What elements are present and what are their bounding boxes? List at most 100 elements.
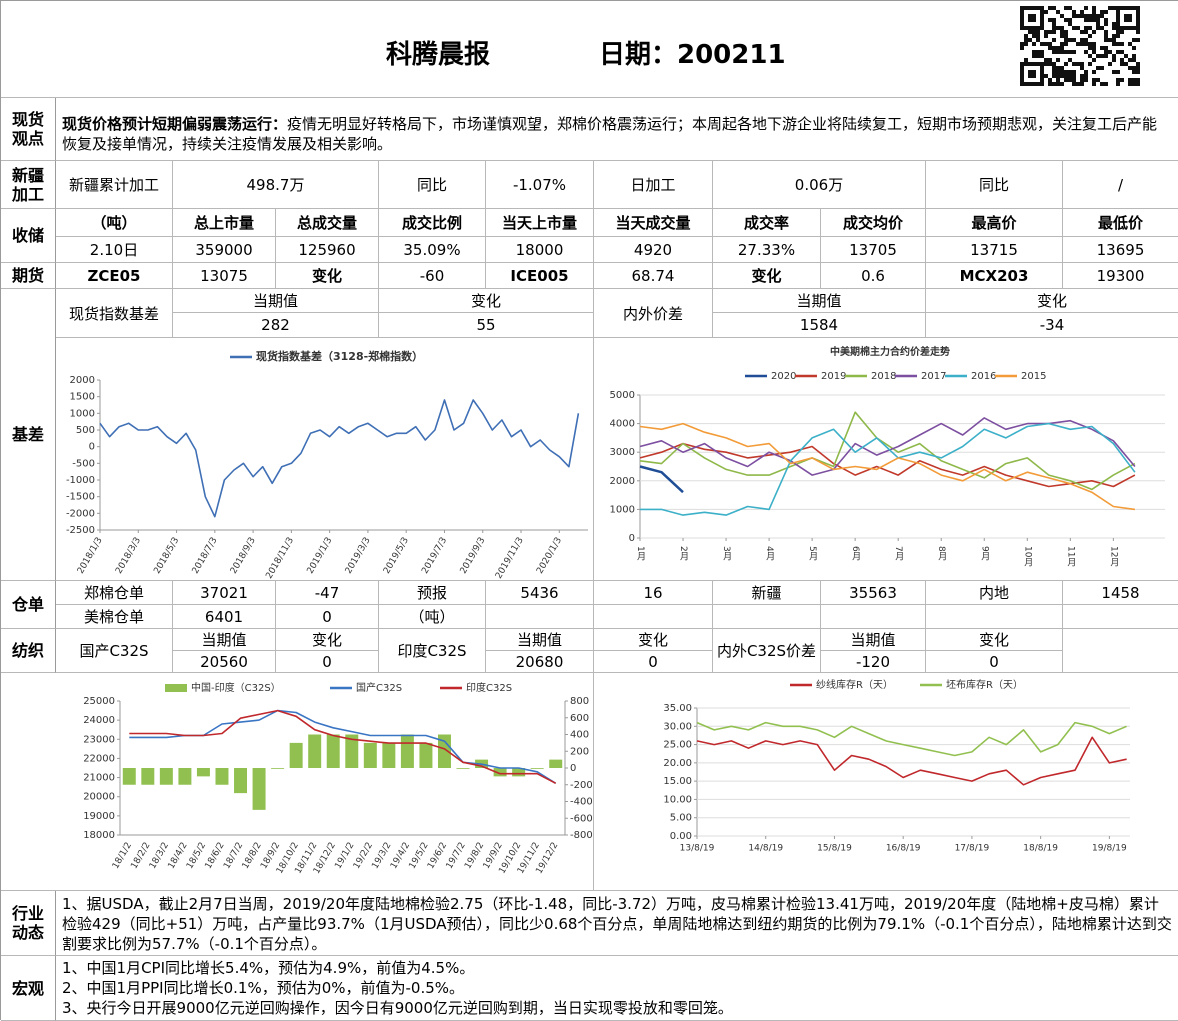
table-cell: -47 <box>276 581 379 605</box>
table-cell: -34 <box>926 313 1178 338</box>
table-cell: 郑棉仓单 <box>56 581 173 605</box>
table-cell: 同比 <box>926 161 1063 209</box>
table-cell: 20560 <box>173 651 276 673</box>
table-cell: 美棉仓单 <box>56 605 173 629</box>
table-cell: 0.06万 <box>713 161 926 209</box>
table-cell: 0 <box>276 651 379 673</box>
table-cell: 13075 <box>173 263 276 289</box>
macro-item: 1、中国1月CPI同比增长5.4%，预估为4.9%，前值为4.5%。 <box>62 959 475 977</box>
table-cell: 内地 <box>926 581 1063 605</box>
table-cell: 变化 <box>276 629 379 651</box>
header-box <box>1 1 1178 98</box>
section-label: 纺织 <box>1 629 56 673</box>
section-label: 现货观点 <box>1 98 56 161</box>
table-cell: 55 <box>379 313 594 338</box>
table-cell: 变化 <box>926 629 1063 651</box>
table-cell: 498.7万 <box>173 161 379 209</box>
table-cell: 6401 <box>173 605 276 629</box>
section-label: 基差 <box>1 289 56 581</box>
section-label: 宏观 <box>1 956 56 1021</box>
table-cell: 0 <box>926 651 1063 673</box>
table-cell: 同比 <box>379 161 486 209</box>
table-cell <box>713 605 821 629</box>
table-cell: 359000 <box>173 237 276 263</box>
table-cell: 印度C32S <box>379 629 486 673</box>
table-cell: 当期值 <box>173 289 379 313</box>
chart-box <box>594 673 1178 891</box>
table-header-cell: 当天成交量 <box>594 209 713 237</box>
table-cell: 日加工 <box>594 161 713 209</box>
table-cell: 16 <box>594 581 713 605</box>
table-cell <box>926 605 1063 629</box>
section-label: 收储 <box>1 209 56 263</box>
table-cell: 1584 <box>713 313 926 338</box>
macro-item: 2、中国1月PPI同比增长0.1%，预估为0%，前值为-0.5%。 <box>62 979 465 997</box>
industry-text: 1、据USDA，截止2月7日当周，2019/20年度陆地棉检验2.75（环比-1… <box>56 891 1178 956</box>
table-cell: 282 <box>173 313 379 338</box>
section-label: 仓单 <box>1 581 56 629</box>
table-header-cell: 最高价 <box>926 209 1063 237</box>
spot-view-headline: 现货价格预计短期偏弱震荡运行： <box>62 115 288 133</box>
table-cell: 0.6 <box>821 263 926 289</box>
macro-text: 1、中国1月CPI同比增长5.4%，预估为4.9%，前值为4.5%。 2、中国1月… <box>56 956 1178 1021</box>
table-cell: 27.33% <box>713 237 821 263</box>
table-cell: / <box>1063 161 1178 209</box>
table-cell: 125960 <box>276 237 379 263</box>
table-cell: 内外C32S价差 <box>713 629 821 673</box>
table-header-cell: 成交率 <box>713 209 821 237</box>
table-cell: -60 <box>379 263 486 289</box>
table-cell: 18000 <box>486 237 594 263</box>
table-cell: 变化 <box>713 263 821 289</box>
table-cell <box>821 605 926 629</box>
section-label: 新疆加工 <box>1 161 56 209</box>
table-cell: 13705 <box>821 237 926 263</box>
table-cell: 内外价差 <box>594 289 713 338</box>
table-cell: 当期值 <box>821 629 926 651</box>
table-cell: 当期值 <box>486 629 594 651</box>
chart-box <box>56 338 594 581</box>
table-cell <box>594 605 713 629</box>
table-cell: 变化 <box>926 289 1178 313</box>
table-cell: 变化 <box>276 263 379 289</box>
table-cell <box>1063 629 1178 673</box>
table-cell: ZCE05 <box>56 263 173 289</box>
table-cell <box>1063 605 1178 629</box>
table-cell: 预报 <box>379 581 486 605</box>
report-title: 科腾晨报 <box>386 40 491 70</box>
table-cell: 当期值 <box>713 289 926 313</box>
macro-item: 3、央行今日开展9000亿元逆回购操作，因今日有9000亿元逆回购到期，当日实现… <box>62 999 733 1017</box>
table-cell: 5436 <box>486 581 594 605</box>
table-header-cell: 最低价 <box>1063 209 1178 237</box>
table-cell: 19300 <box>1063 263 1178 289</box>
table-cell: MCX203 <box>926 263 1063 289</box>
spot-view-text: 现货价格预计短期偏弱震荡运行：疫情无明显好转格局下，市场谨慎观望，郑棉价格震荡运… <box>56 98 1178 161</box>
table-header-cell: 当天上市量 <box>486 209 594 237</box>
table-cell: ICE005 <box>486 263 594 289</box>
report-date: 日期：200211 <box>599 40 786 70</box>
table-cell: 2.10日 <box>56 237 173 263</box>
table-header-cell: （吨） <box>56 209 173 237</box>
table-cell: 13715 <box>926 237 1063 263</box>
table-cell: 现货指数基差 <box>56 289 173 338</box>
table-cell: 35.09% <box>379 237 486 263</box>
section-label: 期货 <box>1 263 56 289</box>
table-cell: 1458 <box>1063 581 1178 605</box>
table-cell <box>486 605 594 629</box>
table-header-cell: 总成交量 <box>276 209 379 237</box>
chart-box <box>1 673 594 891</box>
table-cell: 当期值 <box>173 629 276 651</box>
table-cell: 变化 <box>379 289 594 313</box>
table-cell: 0 <box>594 651 713 673</box>
table-cell: 4920 <box>594 237 713 263</box>
table-cell: （吨） <box>379 605 486 629</box>
table-header-cell: 成交均价 <box>821 209 926 237</box>
table-cell: 35563 <box>821 581 926 605</box>
table-cell: 新疆累计加工 <box>56 161 173 209</box>
table-cell: 13695 <box>1063 237 1178 263</box>
table-cell: -120 <box>821 651 926 673</box>
table-cell: 变化 <box>594 629 713 651</box>
table-cell: 新疆 <box>713 581 821 605</box>
table-header-cell: 成交比例 <box>379 209 486 237</box>
